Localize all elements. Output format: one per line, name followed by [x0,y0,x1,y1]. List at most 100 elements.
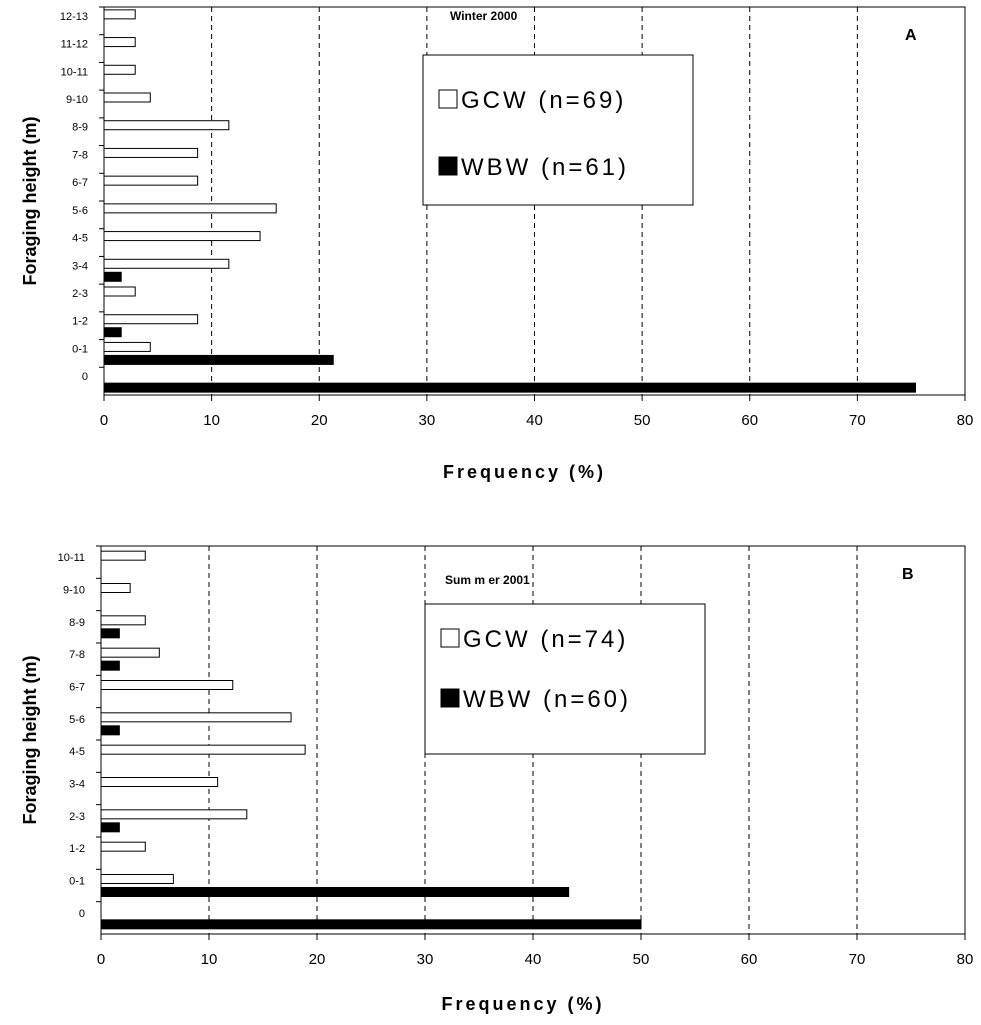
bar-wbw [103,354,334,365]
bar-gcw [103,92,151,103]
y-tick-label: 6-7 [69,682,85,694]
y-tick-label: 3-4 [69,779,85,791]
y-tick-label: 7-8 [69,649,85,661]
y-tick-label: 1-2 [69,843,85,855]
y-tick-label: 9-10 [63,585,85,597]
y-tick-label: 7-8 [72,149,88,161]
panel-label: A [905,27,917,44]
y-tick-label: 9-10 [66,94,88,106]
x-tick-label: 60 [741,412,758,429]
x-tick-label: 0 [97,951,105,968]
legend-label: WBW (n=61) [461,154,629,181]
bar-wbw [100,628,120,639]
x-tick-label: 10 [201,951,218,968]
legend: GCW (n=74) WBW (n=60) [424,603,706,755]
x-tick-label: 20 [309,951,326,968]
y-tick-label: 0-1 [72,343,88,355]
bar-gcw [100,809,248,820]
y-tick-label: 4-5 [72,233,88,245]
bar-gcw [100,712,292,723]
bar-gcw [100,874,174,884]
x-tick-label: 50 [634,412,651,429]
x-tick-label: 10 [203,412,220,429]
bar-wbw [100,822,120,833]
bar-wbw [103,327,122,338]
bar-gcw [103,37,136,48]
x-tick-label: 0 [100,412,108,429]
bar-gcw [103,258,230,269]
y-tick-label: 0 [79,908,85,920]
bar-wbw [100,725,120,736]
bar-gcw [100,680,234,690]
y-tick-label: 8-9 [69,617,85,629]
x-tick-label: 50 [633,951,650,968]
bar-wbw [100,919,642,930]
x-tick-label: 60 [741,951,758,968]
bar-gcw [100,615,146,626]
x-tick-label: 80 [957,412,974,429]
bar-gcw [103,147,199,158]
legend-label: GCW (n=69) [461,87,626,114]
bar-wbw [100,887,570,897]
chart-title: Winter 2000 [450,9,518,23]
y-tick-label: 12-13 [60,11,88,23]
bar-gcw [100,550,146,561]
bar-gcw [100,777,219,787]
bar-gcw [103,286,136,297]
bar-gcw [103,231,261,242]
y-tick-label: 10-11 [61,66,88,78]
y-tick-label: 5-6 [69,714,85,726]
panel-label: B [902,566,914,583]
bar-wbw [103,382,916,393]
bar-wbw [100,660,120,671]
y-tick-label: 6-7 [72,177,88,189]
y-tick-label: 2-3 [69,811,85,823]
bar-gcw [100,841,146,852]
y-axis-title: Foraging height (m) [20,656,40,825]
bar-gcw [100,744,306,755]
bar-gcw [100,647,160,658]
x-tick-label: 30 [419,412,436,429]
bar-gcw [103,175,199,186]
legend-box [422,54,694,206]
y-tick-label: 10-11 [58,552,85,564]
y-tick-label: 0 [82,371,88,383]
x-axis-title: Frequency (%) [441,994,604,1014]
y-tick-label: 3-4 [72,260,88,272]
legend-label: WBW (n=60) [463,686,631,713]
x-tick-label: 40 [526,412,543,429]
x-axis-title: Frequency (%) [443,462,606,482]
chart-panel-a: 0 10 20 30 40 50 60 70 80 0 0-1 1-2 2-3 3-4 4-5 5-6 6-7 7… [20,6,974,482]
y-tick-label: 5-6 [72,205,88,217]
y-axis-title: Foraging height (m) [20,117,40,286]
legend-swatch [438,156,458,176]
y-tick-label: 11-12 [61,39,88,51]
x-tick-label: 80 [957,951,974,968]
legend-label: GCW (n=74) [463,626,628,653]
chart-title: Sum m er 2001 [445,573,530,587]
bar-gcw [103,314,199,325]
y-tick-label: 4-5 [69,746,85,758]
y-tick-label: 0-1 [69,876,85,888]
chart-panel-b: 0 10 20 30 40 50 60 70 80 0 0-1 1-2 2-3 3-4 4-5 5-6 6-7 7… [20,545,974,1014]
x-tick-label: 40 [525,951,542,968]
bar-gcw [103,341,151,352]
bar-gcw [103,9,136,20]
legend-swatch [438,89,458,109]
x-tick-label: 70 [849,951,866,968]
legend-swatch [440,628,460,648]
legend-swatch [440,688,460,708]
bar-gcw [103,203,277,214]
bar-gcw [103,64,136,75]
bar-gcw [100,583,131,593]
legend: GCW (n=69) WBW (n=61) [422,54,694,206]
bar-gcw [103,120,230,131]
y-tick-label: 2-3 [72,288,88,300]
bar-wbw [103,271,122,282]
y-tick-label: 1-2 [72,316,88,328]
legend-box [424,603,706,755]
x-tick-label: 30 [417,951,434,968]
y-tick-label: 8-9 [72,122,88,134]
x-tick-label: 70 [849,412,866,429]
